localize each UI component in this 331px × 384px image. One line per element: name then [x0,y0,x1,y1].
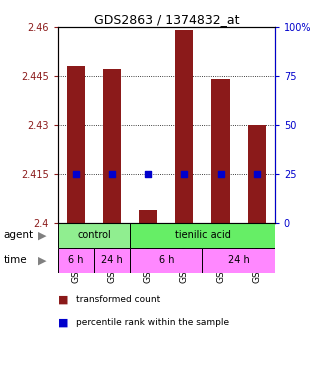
Text: ▶: ▶ [38,230,47,240]
Bar [103,69,121,223]
Text: tienilic acid: tienilic acid [174,230,230,240]
Title: GDS2863 / 1374832_at: GDS2863 / 1374832_at [94,13,239,26]
Text: percentile rank within the sample: percentile rank within the sample [76,318,229,327]
Bar [67,66,85,223]
Bar [248,125,266,223]
Bar [94,248,130,273]
Bar [58,248,94,273]
Bar [58,223,130,248]
Text: transformed count: transformed count [76,295,161,304]
Bar [130,248,203,273]
Bar [130,223,275,248]
Text: 6 h: 6 h [68,255,84,265]
Point [218,170,223,177]
Bar [203,248,275,273]
Bar [175,30,193,223]
Text: ■: ■ [58,318,69,328]
Point [146,170,151,177]
Point [110,170,115,177]
Text: time: time [3,255,27,265]
Bar [139,210,157,223]
Text: ▶: ▶ [38,255,47,265]
Text: 6 h: 6 h [159,255,174,265]
Bar [212,79,230,223]
Text: 24 h: 24 h [228,255,250,265]
Point [254,170,259,177]
Text: 24 h: 24 h [101,255,123,265]
Point [182,170,187,177]
Text: agent: agent [3,230,33,240]
Text: ■: ■ [58,295,69,305]
Text: control: control [77,230,111,240]
Point [73,170,79,177]
